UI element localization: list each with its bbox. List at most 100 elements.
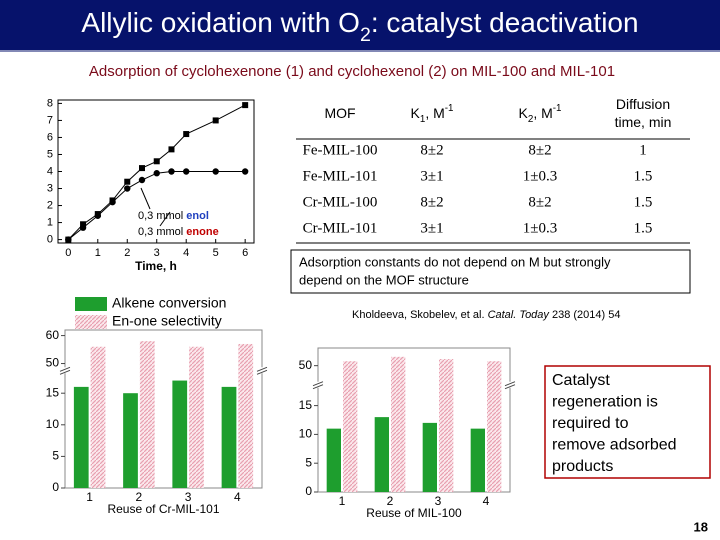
text-run: 2	[360, 24, 371, 46]
x-tick-label: 2	[136, 490, 143, 504]
axis-break	[505, 381, 515, 388]
y-tick-label: 0	[305, 484, 312, 498]
y-tick-label: 6	[47, 131, 53, 143]
axis-break	[312, 384, 324, 390]
y-tick-label: 8	[47, 97, 53, 109]
y-tick-label: 50	[46, 356, 60, 370]
text-run: K	[519, 105, 529, 121]
y-tick-label: 10	[46, 417, 60, 431]
bar	[172, 380, 188, 488]
text-run: Kholdeeva, Skobelev, et al.	[352, 309, 488, 321]
bar	[123, 393, 138, 488]
annotation-arrow	[159, 211, 171, 227]
axis-break	[312, 381, 324, 387]
bar	[470, 428, 485, 492]
x-tick-label: 4	[483, 494, 490, 508]
table-cell: 1	[639, 142, 647, 158]
x-tick-label: 3	[435, 494, 442, 508]
text-run: -1	[553, 103, 562, 114]
table-cell: 8±2	[420, 142, 443, 158]
text-run: -1	[445, 103, 454, 114]
table-header: MOF	[324, 105, 355, 121]
series-name: enone	[186, 226, 218, 238]
callout-line: required to	[552, 415, 629, 432]
y-tick-label: 15	[46, 385, 60, 399]
legend-swatch	[75, 297, 107, 311]
text-run: Catal. Today	[488, 309, 551, 321]
bar	[238, 343, 254, 488]
table-cell: 3±1	[420, 168, 443, 184]
marker	[241, 168, 249, 175]
callout-line: regeneration is	[552, 394, 658, 411]
bar	[422, 422, 437, 492]
marker	[168, 146, 175, 153]
x-tick-label: 6	[242, 247, 248, 259]
table-header: K2, M-1	[519, 103, 562, 125]
table-cell: Fe-MIL-100	[303, 142, 378, 158]
plot-frame	[64, 329, 263, 489]
table-cell: 1.5	[634, 194, 653, 210]
text-run: MOF	[324, 105, 355, 121]
x-tick-label: 4	[183, 247, 189, 259]
axis-break	[313, 381, 323, 388]
axis-break	[59, 366, 71, 372]
y-tick-label: 0	[52, 480, 59, 494]
marker	[212, 168, 219, 175]
bar	[221, 386, 237, 488]
bar	[391, 356, 406, 492]
text-run: : catalyst deactivation	[371, 7, 639, 38]
table-cell: Cr-MIL-101	[303, 220, 378, 236]
axis-break	[256, 366, 268, 372]
y-tick-label: 60	[46, 328, 60, 342]
marker	[124, 185, 131, 192]
marker	[80, 221, 87, 228]
marker	[109, 197, 116, 204]
table-cell: Cr-MIL-100	[303, 194, 378, 210]
y-tick-label: 3	[47, 182, 53, 194]
table-header: K1, M-1	[411, 103, 454, 125]
bar	[73, 386, 89, 488]
table-cell: Fe-MIL-101	[303, 168, 378, 184]
text-run: , M	[533, 105, 552, 121]
marker	[138, 176, 146, 184]
marker	[183, 168, 190, 175]
text-run: Diffusion	[616, 96, 670, 112]
x-tick-label: 0	[65, 247, 71, 259]
annotation: 0,3 mmol enol	[138, 210, 209, 222]
x-tick-label: 1	[339, 494, 346, 508]
x-tick-label: 2	[387, 494, 394, 508]
table-cell: 1±0.3	[523, 168, 557, 184]
marker	[94, 211, 101, 218]
x-tick-label: 3	[185, 490, 192, 504]
annotation-arrow	[140, 187, 151, 210]
note-line: depend on the MOF structure	[299, 272, 469, 287]
x-tick-label: 1	[86, 490, 93, 504]
marker	[124, 178, 131, 185]
table-cell: 3±1	[420, 220, 443, 236]
x-tick-label: 3	[154, 247, 160, 259]
table-cell: 1.5	[634, 168, 653, 184]
text-run: , M	[425, 105, 444, 121]
axis-break	[504, 381, 516, 387]
legend-label: En-one selectivity	[112, 313, 222, 329]
x-axis-label: Reuse of MIL-100	[366, 506, 462, 520]
callout-line: Catalyst	[552, 372, 610, 389]
callout-line: remove adsorbed	[552, 437, 677, 454]
table-header: time, min	[615, 114, 672, 130]
axis-break	[60, 367, 70, 374]
bar	[326, 428, 341, 492]
table-cell: 8±2	[528, 142, 551, 158]
y-tick-label: 5	[52, 449, 59, 463]
subtitle: Adsorption of cyclohexenone (1) and cycl…	[89, 63, 615, 80]
bar	[374, 417, 389, 492]
text-run: K	[411, 105, 421, 121]
text-run: 238 (2014) 54	[549, 309, 621, 321]
table-header: Diffusion	[616, 96, 670, 112]
table-cell: 1.5	[634, 220, 653, 236]
y-tick-label: 2	[47, 199, 53, 211]
callout-box	[544, 365, 711, 479]
bar	[343, 361, 358, 492]
axis-break	[256, 369, 268, 375]
annotation-text: 0,3 mmol	[138, 226, 186, 238]
marker	[212, 117, 219, 124]
